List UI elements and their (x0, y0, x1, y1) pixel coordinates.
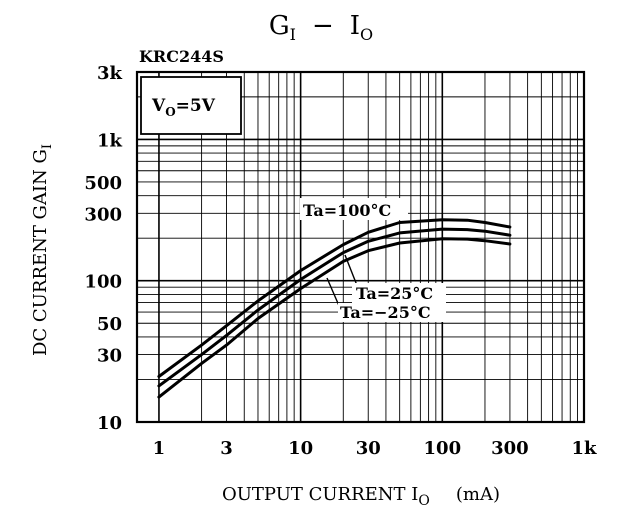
condition-suffix: =5V (176, 96, 216, 116)
x-axis-label: OUTPUT CURRENT IO (mA) (222, 484, 500, 507)
series-label-ta-25: Ta=25°C (344, 254, 446, 303)
x-axis-label-sub: O (418, 493, 429, 507)
condition-sub: O (165, 105, 175, 119)
x-tick-label: 30 (356, 438, 381, 459)
x-tick-label: 300 (491, 438, 529, 459)
series-label-ta-25-text: Ta=25°C (356, 284, 433, 303)
series-label-ta-minus25-bg (338, 303, 446, 322)
y-tick-label: 100 (84, 272, 122, 293)
x-tick-label: 100 (424, 438, 462, 459)
x-axis-label-main: OUTPUT CURRENT I (222, 484, 418, 505)
condition-box (140, 76, 242, 135)
y-tick-label: 3k (97, 63, 123, 84)
title-main-sub: I (290, 25, 296, 44)
y-axis-label-main: DC CURRENT GAIN G (30, 149, 51, 356)
series-label-ta-100: Ta=100°C (300, 198, 408, 220)
x-tick-label: 10 (288, 438, 313, 459)
series-label-ta-minus25-leader (326, 277, 341, 309)
series-line-2 (157, 237, 512, 399)
condition-label: VO=5V (151, 96, 216, 119)
series-label-ta-100-text: Ta=100°C (303, 201, 391, 220)
plot-border (135, 70, 586, 424)
y-tick-label: 1k (97, 130, 123, 151)
series-line-0 (157, 218, 512, 378)
series-label-ta-minus25-text: Ta=−25°C (340, 303, 431, 322)
y-tick-label: 300 (84, 204, 122, 225)
y-tick-label: 10 (97, 413, 122, 434)
tick-labels: 1 3 10 30 100 300 1k 10 30 50 100 300 500 1k 3k (84, 63, 597, 459)
x-axis-label-unit: (mA) (456, 484, 500, 505)
series-group (157, 218, 512, 399)
x-tick-label: 1 (153, 438, 166, 459)
series-label-ta-25-leader (344, 254, 359, 289)
series-label-ta-100-bg (300, 198, 408, 220)
condition-prefix: V (151, 96, 166, 116)
y-tick-label: 500 (84, 173, 122, 194)
series-label-ta-25-bg (352, 283, 446, 303)
x-tick-label: 1k (572, 438, 598, 459)
title-main: G (269, 11, 290, 41)
title-separator: − (312, 11, 334, 41)
chart-title: GI − IO (269, 11, 373, 44)
y-axis-label-sub: I (40, 144, 55, 149)
y-axis-label: DC CURRENT GAIN GI (30, 144, 55, 356)
series-line-1 (157, 227, 512, 388)
series-label-ta-minus25: Ta=−25°C (326, 277, 446, 322)
device-label: KRC244S (139, 47, 224, 66)
title-var: I (350, 11, 360, 41)
y-tick-label: 30 (97, 346, 122, 367)
title-var-sub: O (360, 25, 373, 44)
y-tick-label: 50 (97, 314, 122, 335)
x-tick-label: 3 (220, 438, 233, 459)
